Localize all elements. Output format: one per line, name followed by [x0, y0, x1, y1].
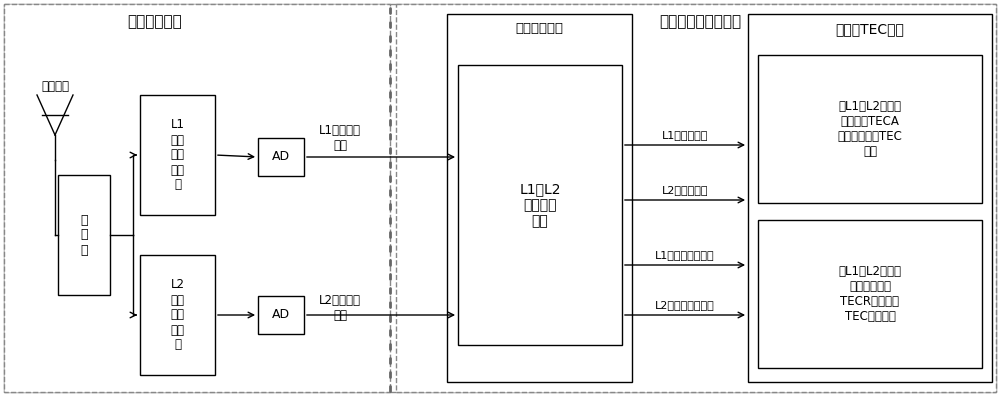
Text: 基带信号与信息处理: 基带信号与信息处理 [659, 15, 741, 29]
Bar [58, 175, 110, 295]
Text: L1与L2
信号跟踪
处理: L1与L2 信号跟踪 处理 [519, 182, 561, 228]
Text: 信号跟踪处理: 信号跟踪处理 [516, 23, 564, 36]
Bar [4, 4, 390, 392]
Text: 功
分
器: 功 分 器 [80, 213, 88, 257]
Bar [458, 65, 622, 345]
Text: L2数字中频
信号: L2数字中频 信号 [319, 294, 361, 322]
Text: AD: AD [272, 308, 290, 322]
Bar [447, 14, 632, 382]
Text: L2伪距观测值: L2伪距观测值 [662, 185, 708, 195]
Text: L1载波相位观测值: L1载波相位观测值 [655, 250, 715, 260]
Bar [258, 138, 304, 176]
Text: L1数字中频
信号: L1数字中频 信号 [319, 124, 361, 152]
Text: 由L1和L2载波相
位观测值解算
TECR（电离层
TEC变化值）: 由L1和L2载波相 位观测值解算 TECR（电离层 TEC变化值） [838, 265, 902, 323]
Text: L2载波相位观测值: L2载波相位观测值 [655, 300, 715, 310]
Text: 射频信号处理: 射频信号处理 [128, 15, 182, 29]
Bar [748, 14, 992, 382]
Bar [140, 95, 215, 215]
Text: L2
滤波
放大
下变
频: L2 滤波 放大 下变 频 [170, 278, 184, 352]
Bar [758, 220, 982, 368]
Text: 电离层TEC解算: 电离层TEC解算 [836, 22, 904, 36]
Bar [758, 55, 982, 203]
Text: 由L1和L2伪距观
测值解算TECA
（电离层绝对TEC
值）: 由L1和L2伪距观 测值解算TECA （电离层绝对TEC 值） [838, 100, 902, 158]
Text: L1
滤波
放大
下变
频: L1 滤波 放大 下变 频 [170, 118, 184, 192]
Text: L1伪距观测值: L1伪距观测值 [662, 130, 708, 140]
Bar [396, 4, 996, 392]
Bar [140, 255, 215, 375]
Text: 双频天线: 双频天线 [41, 80, 69, 93]
Text: AD: AD [272, 150, 290, 164]
Bar [258, 296, 304, 334]
